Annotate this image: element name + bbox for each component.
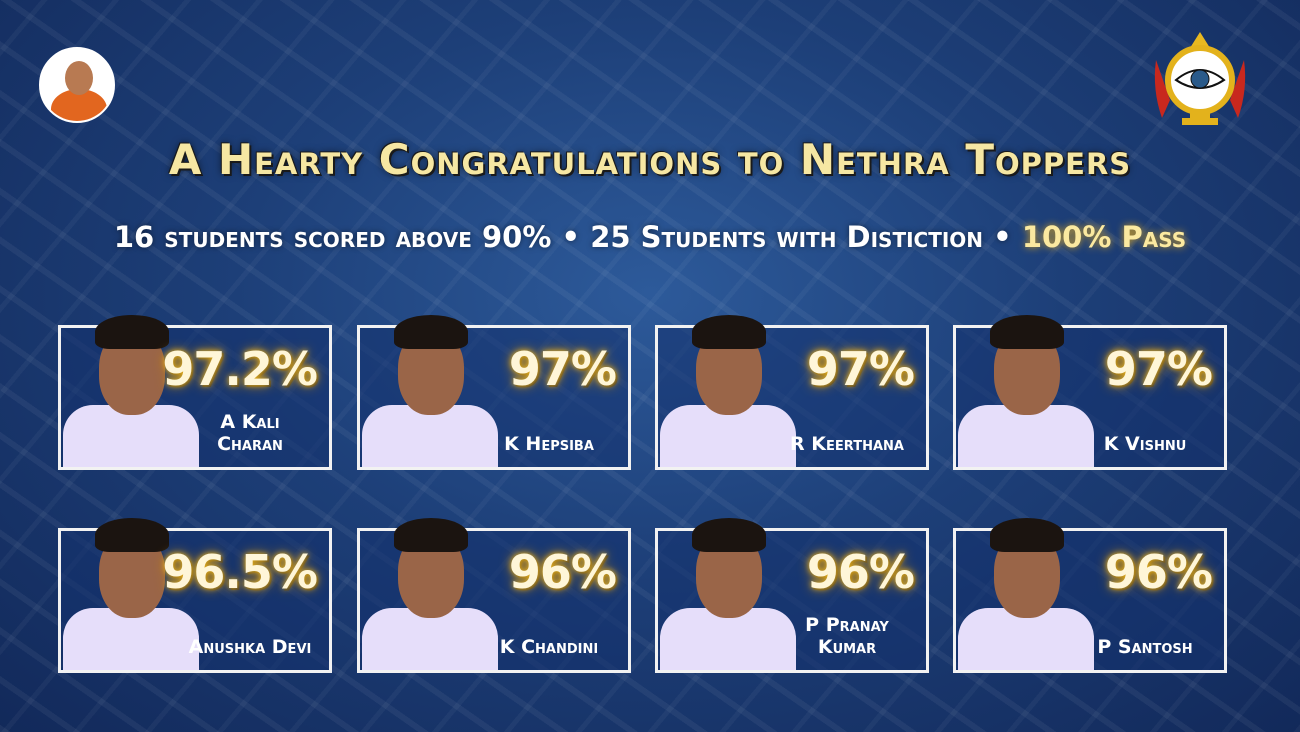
topper-card: 97% K Vishnu xyxy=(953,315,1227,470)
student-photo xyxy=(958,480,1094,670)
student-photo xyxy=(958,277,1094,467)
topper-name: P Santosh xyxy=(1097,636,1193,658)
topper-card: 97% K Hepsiba xyxy=(357,315,631,470)
topper-percent: 97.2% xyxy=(162,342,318,396)
topper-name: K Chandini xyxy=(499,636,599,658)
topper-name: P Pranay Kumar xyxy=(805,614,889,658)
topper-name: Anushka Devi xyxy=(188,636,312,658)
student-photo xyxy=(362,480,498,670)
page-title: A Hearty Congratulations to Nethra Toppe… xyxy=(168,135,1132,184)
student-photo xyxy=(660,480,796,670)
nethra-logo xyxy=(1154,32,1246,125)
separator: • xyxy=(561,220,581,254)
student-photo xyxy=(63,480,199,670)
topper-percent: 96% xyxy=(806,545,915,599)
topper-percent: 96% xyxy=(1104,545,1213,599)
stat-distinction: 25 Students with Distiction xyxy=(590,220,984,254)
topper-card: 96% P Pranay Kumar xyxy=(655,518,929,673)
student-photo xyxy=(362,277,498,467)
topper-percent: 96.5% xyxy=(162,545,318,599)
topper-card: 96% P Santosh xyxy=(953,518,1227,673)
topper-card: 97% R Keerthana xyxy=(655,315,929,470)
topper-name: K Vishnu xyxy=(1103,433,1187,455)
separator: • xyxy=(993,220,1012,254)
stats-line: 16 students scored above 90% • 25 Studen… xyxy=(0,220,1300,254)
topper-name: A Kali Charan xyxy=(217,411,283,455)
topper-card: 96% K Chandini xyxy=(357,518,631,673)
topper-percent: 97% xyxy=(1104,342,1213,396)
topper-percent: 97% xyxy=(508,342,617,396)
topper-percent: 97% xyxy=(806,342,915,396)
stat-pass: 100% Pass xyxy=(1021,220,1187,254)
topper-name: K Hepsiba xyxy=(504,433,594,455)
topper-card: 97.2% A Kali Charan xyxy=(58,315,332,470)
student-photo xyxy=(660,277,796,467)
topper-name: R Keerthana xyxy=(790,433,904,455)
topper-card: 96.5% Anushka Devi xyxy=(58,518,332,673)
topper-percent: 96% xyxy=(508,545,617,599)
stat-above-90: 16 students scored above 90% xyxy=(113,220,552,254)
guru-avatar xyxy=(39,47,115,123)
student-photo xyxy=(63,277,199,467)
